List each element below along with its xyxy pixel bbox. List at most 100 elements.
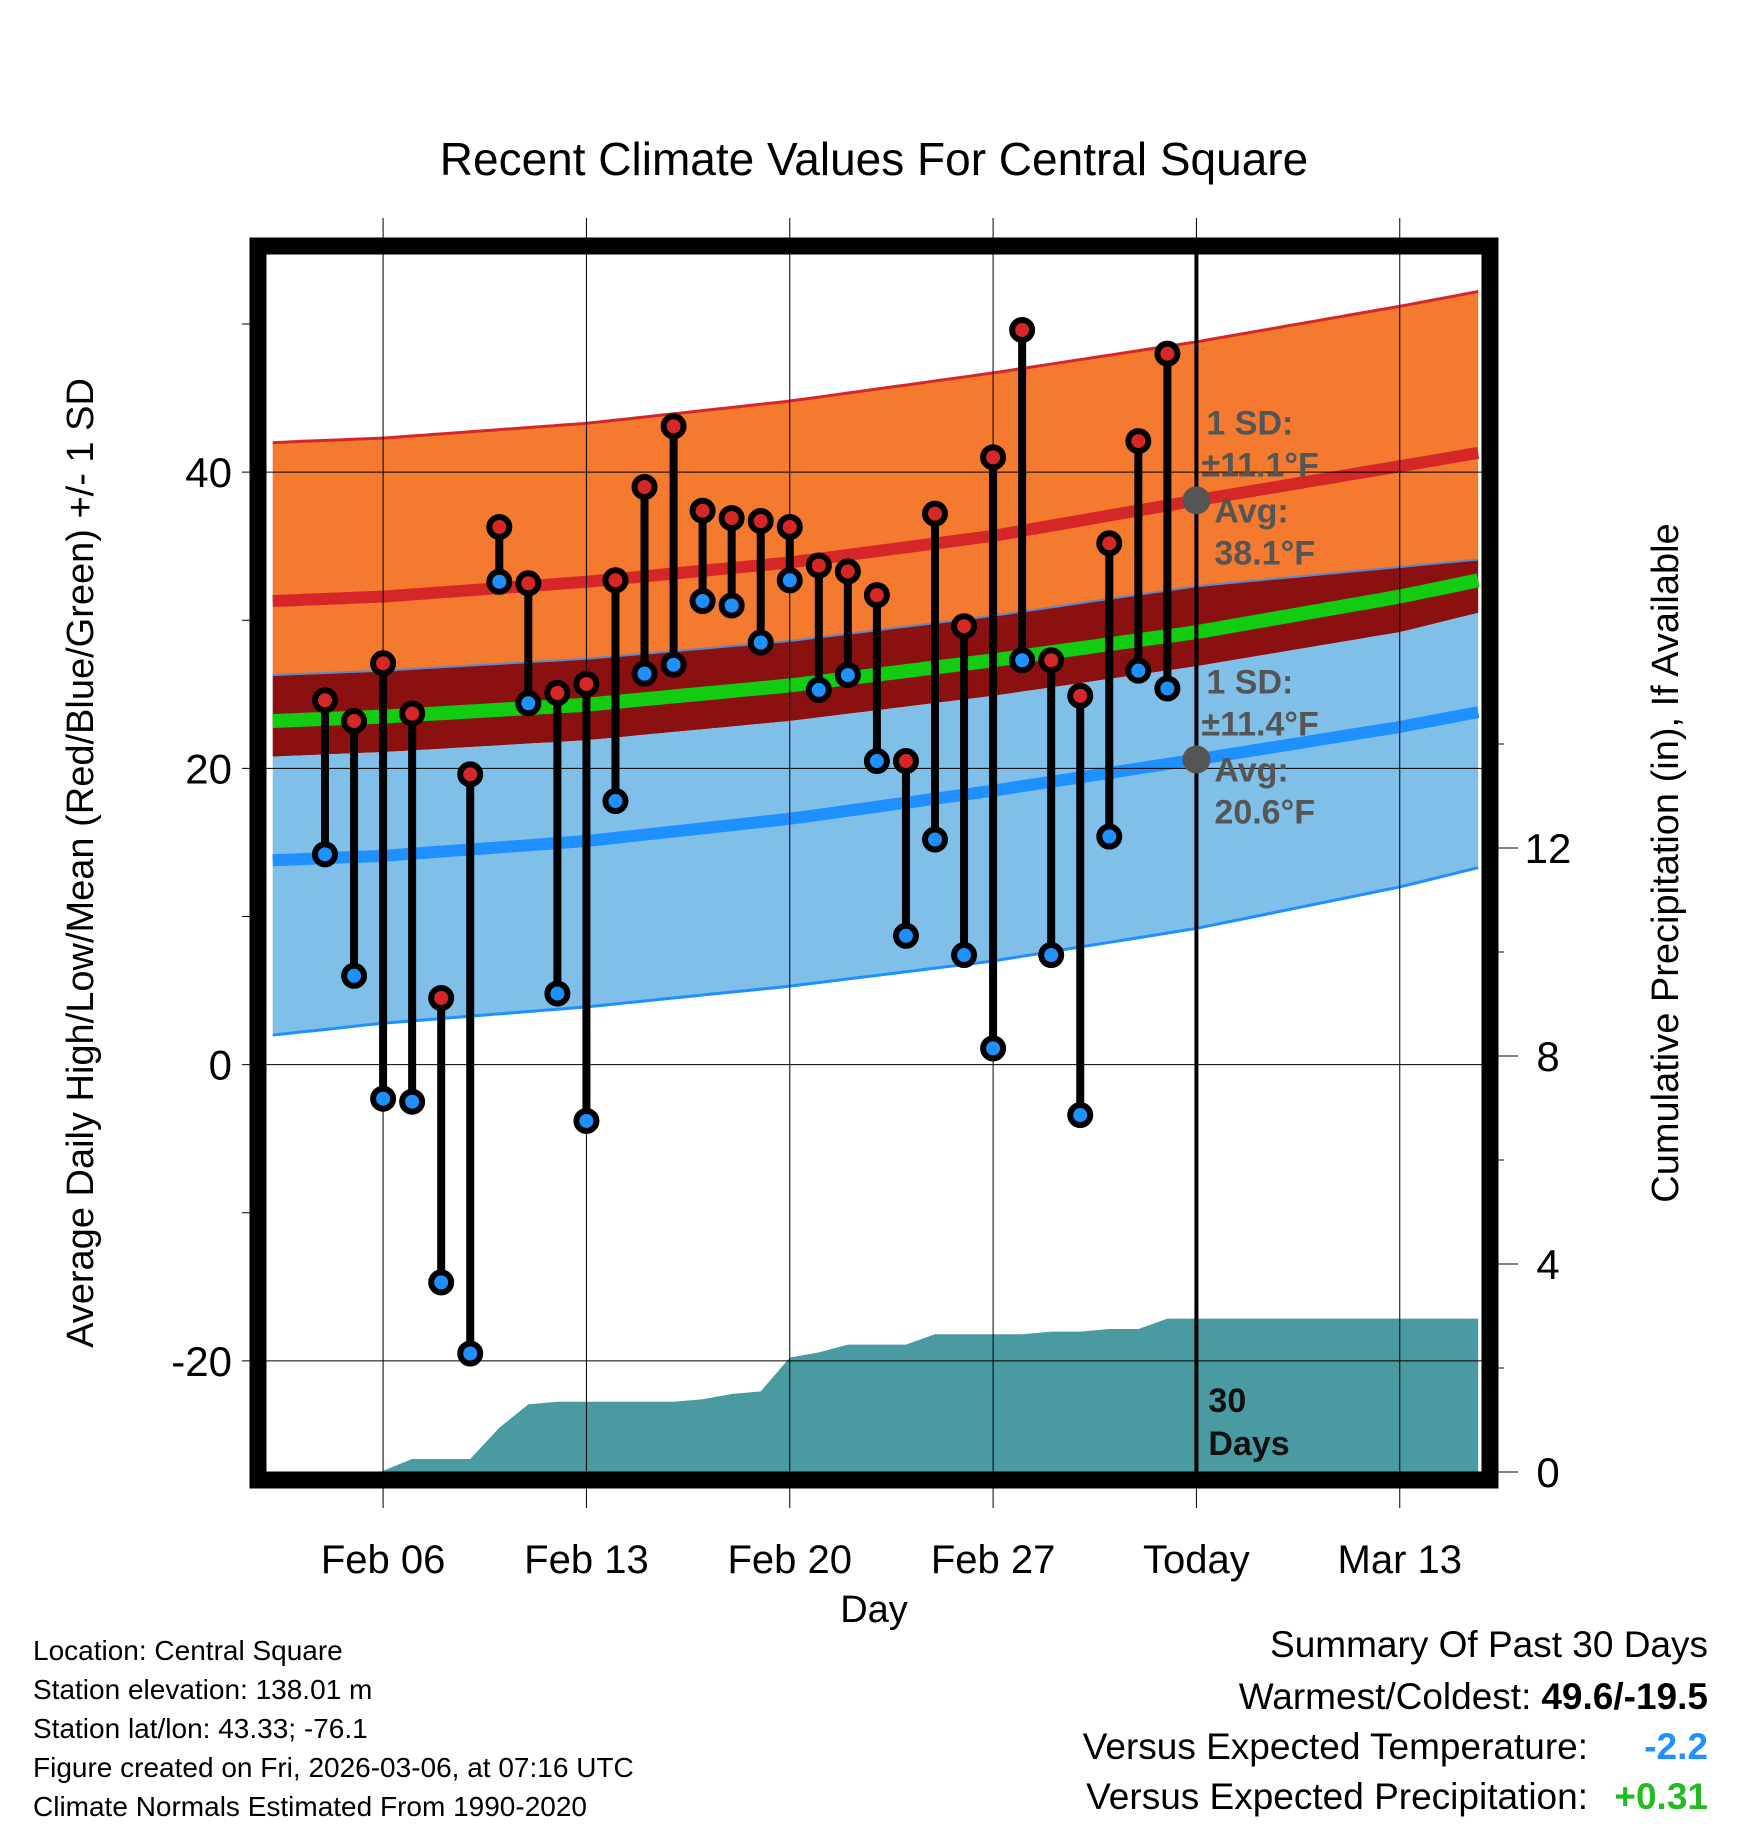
daily-low-point	[863, 748, 890, 775]
precip-value: +0.31	[1614, 1776, 1708, 1817]
low-sd-band	[272, 612, 1479, 1035]
daily-high-point	[312, 687, 338, 714]
y-tick-label: 0	[209, 1042, 232, 1089]
y2-tick-label: 0	[1536, 1449, 1559, 1496]
x-tick-label: Today	[1143, 1538, 1250, 1582]
daily-low-point	[1096, 823, 1123, 850]
daily-low-point	[951, 942, 978, 969]
daily-high-point	[428, 985, 455, 1012]
low-sd-label: 1 SD:	[1206, 664, 1293, 702]
x-axis-title: Day	[840, 1589, 908, 1631]
window-label-number: 30	[1208, 1382, 1246, 1420]
daily-low-point	[573, 1107, 600, 1134]
daily-low-point	[341, 962, 368, 989]
daily-high-point	[892, 748, 919, 775]
chart-title: Recent Climate Values For Central Square	[440, 133, 1308, 185]
summary-precipitation: Versus Expected Precipitation: +0.31	[1086, 1778, 1708, 1815]
summary-title: Summary Of Past 30 Days	[1270, 1624, 1708, 1665]
daily-low-point	[776, 567, 803, 594]
daily-low-point	[602, 788, 629, 815]
daily-high-point	[1096, 530, 1123, 557]
daily-high-point	[602, 567, 629, 594]
daily-high-point	[980, 444, 1007, 471]
footer-normals: Climate Normals Estimated From 1990-2020	[33, 1791, 587, 1822]
daily-high-point	[486, 513, 513, 540]
precipitation-area	[380, 1318, 1479, 1472]
y2-tick-label: 4	[1536, 1241, 1559, 1288]
footer-elevation: Station elevation: 138.01 m	[33, 1674, 373, 1705]
daily-high-point	[1154, 340, 1181, 367]
low-avg-label: Avg:	[1214, 752, 1288, 790]
daily-high-point	[1009, 316, 1036, 343]
footer-latlon: Station lat/lon: 43.33; -76.1	[33, 1713, 368, 1744]
high-avg-label: Avg:	[1214, 492, 1288, 530]
y2-tick-label: 12	[1525, 825, 1572, 872]
daily-low-point	[980, 1035, 1007, 1062]
daily-low-point	[689, 588, 716, 615]
daily-high-point	[341, 708, 368, 735]
high-avg-value: 38.1°F	[1214, 534, 1315, 572]
daily-low-point	[922, 826, 948, 853]
low-avg-value: 20.6°F	[1214, 794, 1315, 832]
high-average-marker	[1182, 486, 1211, 515]
daily-low-point	[515, 690, 542, 717]
y2-axis-title: Cumulative Precipitation (in), If Availa…	[1645, 523, 1687, 1202]
x-tick-label: Feb 20	[727, 1538, 852, 1582]
summary-warm-cold: Warmest/Coldest: 49.6/-19.5	[1239, 1678, 1708, 1715]
daily-high-point	[544, 679, 571, 706]
daily-low-point	[1038, 942, 1065, 969]
warm-cold-label: Warmest/Coldest:	[1238, 1676, 1532, 1717]
x-tick-label: Feb 13	[524, 1538, 649, 1582]
daily-low-point	[747, 629, 774, 656]
x-tick-label: Feb 06	[321, 1538, 446, 1582]
daily-low-point	[544, 980, 571, 1007]
daily-low-point	[805, 676, 832, 703]
summary-temperature: Versus Expected Temperature: -2.2	[1083, 1728, 1708, 1765]
daily-high-point	[834, 558, 861, 585]
daily-low-point	[892, 922, 919, 949]
daily-high-point	[1067, 682, 1094, 709]
temp-label: Versus Expected Temperature:	[1082, 1726, 1588, 1767]
daily-low-point	[1009, 647, 1036, 674]
high-average-line	[272, 446, 1480, 607]
low-average-marker	[1182, 745, 1211, 774]
window-label-days: Days	[1208, 1425, 1289, 1463]
high-sd-value: ±11.1°F	[1201, 446, 1318, 484]
daily-low-point	[457, 1340, 484, 1367]
daily-low-point	[718, 592, 745, 619]
daily-high-point	[1038, 647, 1065, 674]
x-tick-label: Mar 13	[1338, 1538, 1463, 1582]
footer-location: Location: Central Square	[33, 1635, 343, 1666]
daily-high-point	[805, 552, 832, 579]
daily-low-point	[1067, 1102, 1094, 1129]
temp-value: -2.2	[1644, 1726, 1708, 1767]
daily-high-point	[660, 413, 687, 440]
daily-high-point	[863, 582, 890, 609]
daily-high-point	[457, 761, 484, 788]
daily-low-point	[428, 1269, 455, 1296]
precip-label: Versus Expected Precipitation:	[1086, 1776, 1588, 1817]
daily-low-point	[1125, 657, 1152, 684]
daily-high-point	[951, 613, 978, 640]
x-tick-label: Feb 27	[931, 1538, 1056, 1582]
daily-low-point	[370, 1085, 397, 1112]
daily-high-point	[515, 570, 542, 597]
daily-high-point	[370, 650, 397, 677]
daily-high-point	[399, 700, 426, 727]
y2-tick-label: 8	[1536, 1033, 1559, 1080]
daily-high-point	[689, 497, 716, 524]
daily-low-point	[486, 568, 513, 595]
daily-high-point	[776, 513, 803, 540]
warm-cold-value: 49.6/-19.5	[1541, 1676, 1708, 1717]
y-tick-label: 20	[185, 745, 232, 792]
y-axis-title: Average Daily High/Low/Mean (Red/Blue/Gr…	[60, 378, 102, 1348]
daily-high-point	[631, 473, 658, 500]
daily-high-point	[747, 508, 774, 535]
daily-low-point	[399, 1088, 426, 1115]
daily-low-point	[312, 841, 338, 868]
daily-low-point	[631, 660, 658, 687]
daily-high-point	[1125, 428, 1152, 455]
daily-high-point	[922, 500, 948, 527]
footer-created: Figure created on Fri, 2026-03-06, at 07…	[33, 1752, 634, 1783]
